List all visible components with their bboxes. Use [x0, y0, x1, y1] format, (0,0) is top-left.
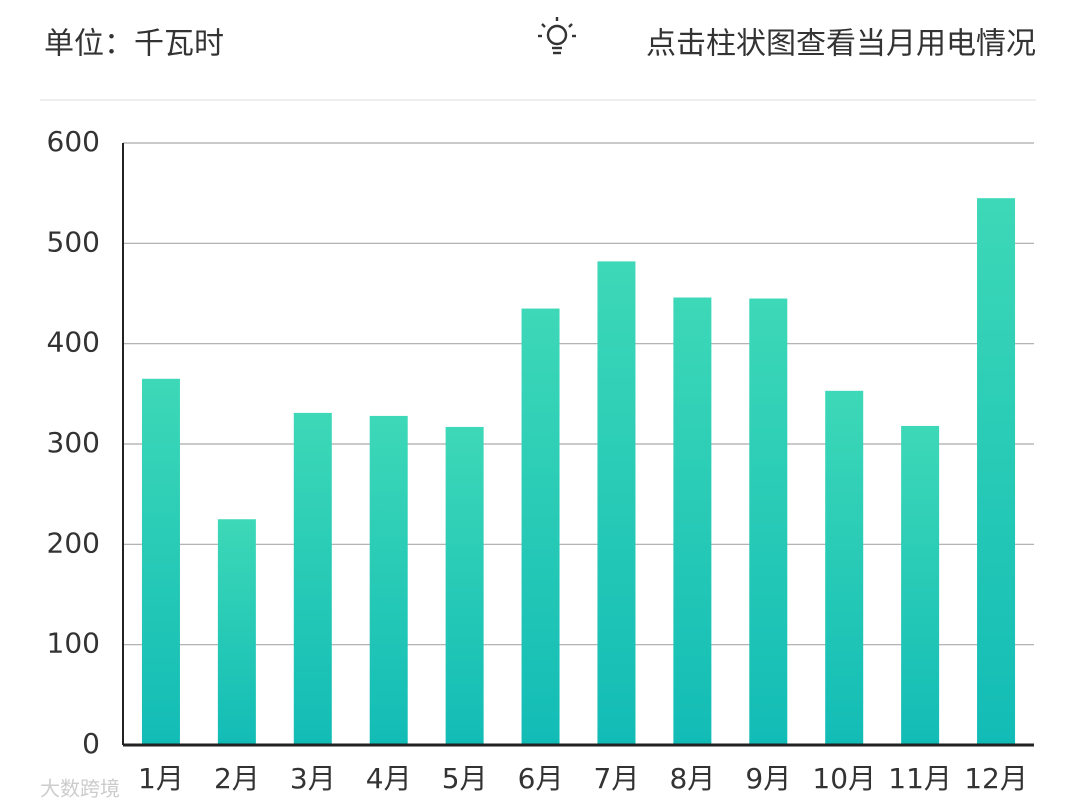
watermark: 大数跨境: [40, 777, 120, 801]
x-tick-label: 6月: [518, 762, 564, 795]
unit-label: 单位：千瓦时: [44, 27, 224, 62]
x-tick-label: 1月: [138, 762, 184, 795]
bar[interactable]: [977, 198, 1016, 745]
bar[interactable]: [749, 298, 788, 745]
bar[interactable]: [597, 261, 636, 745]
y-tick-label: 400: [47, 326, 100, 359]
bar[interactable]: [293, 412, 332, 745]
y-tick-label: 0: [82, 727, 100, 760]
bar[interactable]: [369, 415, 408, 745]
x-tick-label: 4月: [366, 762, 412, 795]
bulb-icon: [538, 17, 576, 55]
hint-label: 点击柱状图查看当月用电情况: [646, 27, 1036, 62]
x-tick-label: 11月: [888, 762, 952, 795]
bar[interactable]: [901, 425, 940, 745]
y-tick-label: 200: [47, 526, 100, 559]
x-tick-label: 12月: [964, 762, 1028, 795]
y-tick-label: 100: [47, 627, 100, 660]
plot: 0 100 200 300 400 500 600 1月 2月 3月 4月 5月 6月 7月 8月 9月 10月…: [47, 125, 1034, 795]
bar[interactable]: [445, 426, 484, 745]
x-tick-label: 5月: [442, 762, 488, 795]
bar[interactable]: [673, 297, 712, 745]
x-tick-label: 7月: [594, 762, 640, 795]
bar[interactable]: [521, 308, 560, 745]
bar[interactable]: [217, 519, 256, 745]
x-tick-label: 3月: [290, 762, 336, 795]
bar[interactable]: [141, 378, 180, 745]
y-tick-label: 300: [47, 426, 100, 459]
bar[interactable]: [825, 390, 864, 745]
y-tick-label: 500: [47, 225, 100, 258]
x-tick-label: 8月: [669, 762, 715, 795]
x-tick-label: 10月: [812, 762, 876, 795]
y-tick-label: 600: [47, 125, 100, 158]
x-tick-label: 9月: [745, 762, 791, 795]
x-tick-label: 2月: [214, 762, 260, 795]
